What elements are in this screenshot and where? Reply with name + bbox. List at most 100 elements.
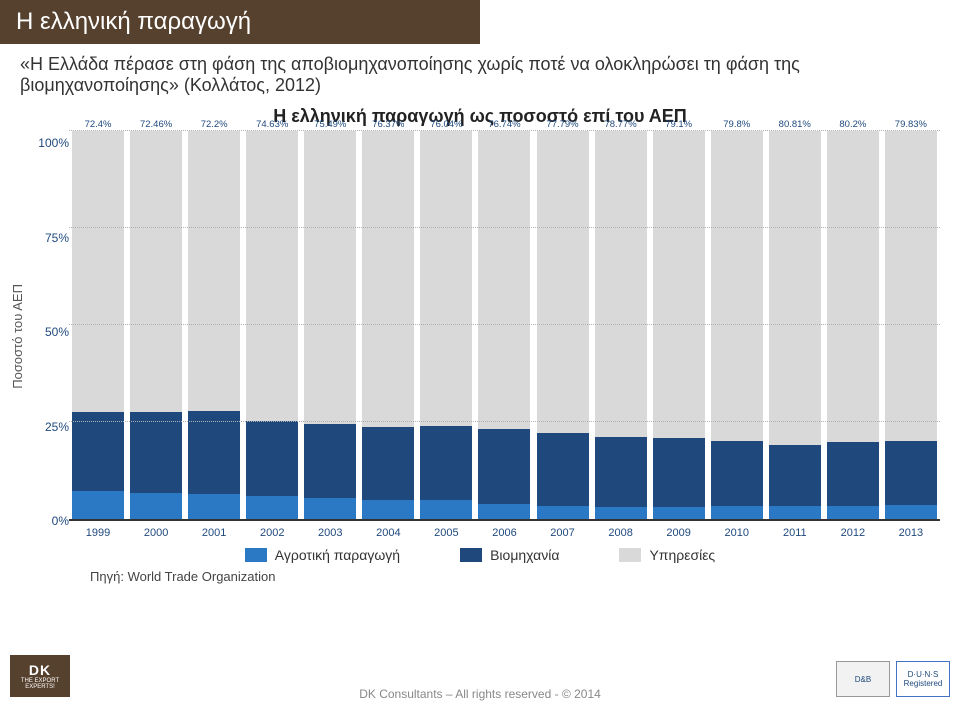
segment-services: 72.2% (188, 131, 240, 411)
legend-label-agriculture: Αγροτική παραγωγή (275, 547, 400, 563)
swatch-services (619, 548, 641, 562)
x-tick: 2013 (885, 527, 937, 539)
y-tick: 75% (29, 232, 69, 244)
segment-industry: 19.51% (478, 429, 530, 505)
x-tick: 2012 (827, 527, 879, 539)
bar-column: 4.81%19.15%76.04% (420, 131, 472, 519)
segment-agriculture: 3.44% (537, 506, 589, 519)
legend-label-services: Υπηρεσίες (649, 547, 715, 563)
chart-area: Ποσοστό του ΑΕΠ 100%75%50%25%0% 7.11%20.… (0, 131, 960, 541)
segment-industry: 15.82% (769, 445, 821, 506)
y-tick: 100% (29, 137, 69, 149)
x-tick: 2008 (595, 527, 647, 539)
legend-item-services: Υπηρεσίες (619, 547, 715, 563)
segment-label-services: 80.2% (839, 119, 866, 130)
segment-label-services: 76.37% (372, 119, 404, 130)
gridline (69, 227, 940, 228)
segment-services: 79.8% (711, 131, 763, 441)
segment-industry: 16.46% (885, 441, 937, 505)
segment-label-services: 79.8% (723, 119, 750, 130)
bar-column: 4.91%18.72%76.37% (362, 131, 414, 519)
segment-label-services: 78.77% (604, 119, 636, 130)
y-tick: 0% (29, 515, 69, 527)
segment-agriculture: 3.15% (653, 507, 705, 519)
bar-column: 3.37%15.82%80.81% (769, 131, 821, 519)
segment-agriculture: 3.23% (711, 506, 763, 519)
x-tick: 2009 (653, 527, 705, 539)
segment-services: 76.37% (362, 131, 414, 427)
bars-container: 7.11%20.49%72.4%6.59%20.95%72.46%6.4%21.… (69, 131, 940, 519)
x-tick: 2001 (188, 527, 240, 539)
segment-industry: 20.95% (130, 412, 182, 493)
x-tick: 2000 (130, 527, 182, 539)
segment-services: 76.74% (478, 131, 530, 429)
segment-industry: 19.49% (246, 421, 298, 497)
segment-label-services: 79.83% (895, 119, 927, 130)
chart-plot: 7.11%20.49%72.4%6.59%20.95%72.46%6.4%21.… (69, 131, 940, 541)
segment-industry: 18.09% (595, 437, 647, 507)
bar-column: 6.4%21.39%72.2% (188, 131, 240, 519)
segment-label-services: 76.74% (488, 119, 520, 130)
segment-label-services: 77.79% (546, 119, 578, 130)
segment-industry: 18.77% (537, 433, 589, 506)
x-tick: 2004 (362, 527, 414, 539)
y-tick: 25% (29, 421, 69, 433)
segment-industry: 18.72% (362, 427, 414, 500)
bar-column: 7.11%20.49%72.4% (72, 131, 124, 519)
segment-agriculture: 6.4% (188, 494, 240, 519)
segment-services: 77.79% (537, 131, 589, 433)
segment-label-services: 72.2% (201, 119, 228, 130)
segment-services: 80.2% (827, 131, 879, 442)
x-tick: 1999 (72, 527, 124, 539)
segment-agriculture: 4.81% (420, 500, 472, 519)
segment-agriculture: 5.48% (304, 498, 356, 519)
segment-label-services: 76.04% (430, 119, 462, 130)
x-tick: 2002 (246, 527, 298, 539)
bar-column: 5.88%19.49%74.63% (246, 131, 298, 519)
gridline (69, 130, 940, 131)
footer-text: DK Consultants – All rights reserved - ©… (0, 687, 960, 701)
segment-agriculture: 3.37% (827, 506, 879, 519)
segment-industry: 16.43% (827, 442, 879, 506)
segment-services: 79.83% (885, 131, 937, 441)
segment-services: 72.46% (130, 131, 182, 412)
logo-main: DK (29, 662, 51, 678)
bar-column: 3.23%16.98%79.8% (711, 131, 763, 519)
bar-column: 3.14%18.09%78.77% (595, 131, 647, 519)
x-tick: 2003 (304, 527, 356, 539)
bar-column: 6.59%20.95%72.46% (130, 131, 182, 519)
segment-label-services: 72.46% (140, 119, 172, 130)
chart-legend: Αγροτική παραγωγή Βιομηχανία Υπηρεσίες (0, 547, 960, 563)
segment-agriculture: 3.14% (595, 507, 647, 519)
swatch-agriculture (245, 548, 267, 562)
swatch-industry (460, 548, 482, 562)
y-axis: 100%75%50%25%0% (29, 131, 69, 541)
y-axis-label: Ποσοστό του ΑΕΠ (10, 284, 25, 389)
segment-services: 74.63% (246, 131, 298, 421)
segment-services: 78.77% (595, 131, 647, 437)
segment-industry: 16.98% (711, 441, 763, 507)
x-axis-labels: 1999 2000 2001 2002 2003 2004 2005 2006 2007 2008… (69, 527, 940, 539)
bar-column: 5.48%19.03%75.49% (304, 131, 356, 519)
segment-industry: 17.75% (653, 438, 705, 507)
segment-agriculture: 5.88% (246, 496, 298, 519)
segment-services: 72.4% (72, 131, 124, 412)
legend-label-industry: Βιομηχανία (490, 547, 559, 563)
segment-agriculture: 4.91% (362, 500, 414, 519)
x-tick: 2005 (420, 527, 472, 539)
segment-services: 79.1% (653, 131, 705, 438)
x-tick: 2007 (537, 527, 589, 539)
source-text: Πηγή: World Trade Organization (0, 569, 960, 584)
segment-agriculture: 3.71% (885, 505, 937, 519)
segment-label-services: 79.1% (665, 119, 692, 130)
bar-column: 3.15%17.75%79.1% (653, 131, 705, 519)
x-tick: 2010 (711, 527, 763, 539)
segment-industry: 21.39% (188, 411, 240, 494)
segment-label-services: 80.81% (779, 119, 811, 130)
segment-agriculture: 3.37% (769, 506, 821, 519)
x-tick: 2006 (478, 527, 530, 539)
segment-industry: 20.49% (72, 412, 124, 492)
segment-label-services: 74.63% (256, 119, 288, 130)
page-title-bar: Η ελληνική παραγωγή (0, 0, 480, 44)
segment-services: 75.49% (304, 131, 356, 424)
